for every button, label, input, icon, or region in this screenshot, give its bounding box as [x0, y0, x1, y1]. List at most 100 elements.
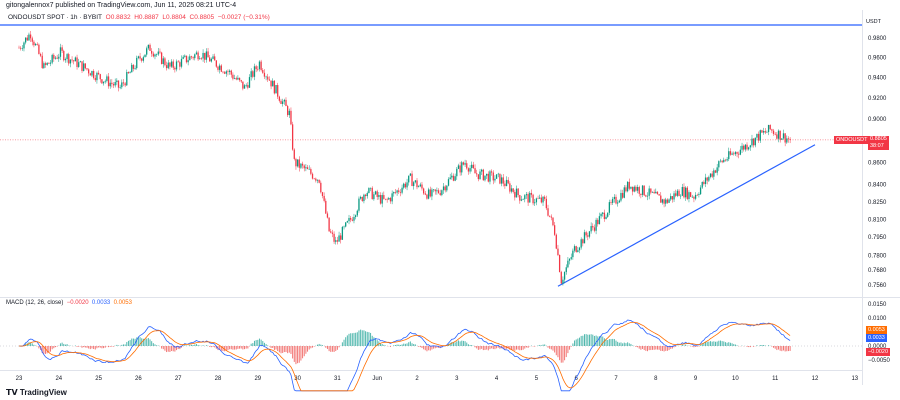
candle-body — [124, 83, 126, 86]
macd-histogram-bar — [244, 346, 246, 350]
macd-histogram-bar — [302, 346, 304, 359]
candle-body — [212, 56, 214, 59]
currency-label[interactable]: USDT — [866, 19, 881, 25]
candle-body — [268, 79, 271, 81]
macd-histogram-bar — [632, 345, 634, 346]
macd-histogram-bar — [534, 346, 536, 347]
tradingview-logo[interactable]: 𝗧𝗩 TradingView — [6, 388, 67, 397]
candle-body — [719, 160, 722, 162]
candle-body — [617, 202, 619, 204]
macd-histogram-bar — [625, 343, 627, 346]
candle-body — [767, 124, 770, 133]
candle-body — [184, 55, 186, 57]
macd-histogram-bar — [784, 346, 786, 352]
candle-body — [398, 190, 400, 193]
candle-body — [399, 192, 402, 193]
macd-histogram-bar — [607, 340, 609, 346]
macd-histogram-bar — [514, 346, 516, 351]
time-tick: 25 — [95, 376, 102, 382]
candle-body — [381, 195, 383, 204]
macd-histogram-bar — [383, 344, 385, 346]
candle-body — [588, 231, 591, 237]
candle-body — [547, 208, 549, 216]
candle-body — [593, 227, 596, 231]
candle-body — [24, 37, 27, 43]
macd-histogram-bar — [84, 346, 86, 348]
macd-histogram-bar — [184, 345, 186, 346]
candle-body — [728, 151, 730, 160]
candle-body — [217, 66, 219, 70]
candle-body — [572, 250, 574, 258]
candle-body — [305, 167, 307, 169]
candle-body — [618, 200, 620, 203]
hist-tag: −0.0020 — [866, 348, 891, 356]
macd-histogram-bar — [358, 330, 360, 346]
time-tick: 29 — [254, 376, 261, 382]
macd-histogram-bar — [310, 346, 312, 349]
candle-body — [301, 163, 304, 166]
macd-histogram-bar — [229, 346, 231, 350]
candle-body — [336, 240, 339, 242]
macd-histogram-bar — [477, 346, 479, 350]
candle-body — [431, 189, 433, 197]
macd-histogram-bar — [63, 343, 65, 346]
macd-histogram-bar — [363, 330, 365, 346]
macd-histogram-bar — [489, 346, 491, 350]
macd-histogram-bar — [399, 344, 401, 346]
macd-histogram-bar — [343, 339, 345, 346]
macd-histogram-bar — [307, 346, 309, 352]
macd-histogram-bar — [729, 342, 731, 346]
candle-body — [539, 197, 541, 199]
macd-histogram-bar — [370, 332, 372, 346]
candle-body — [18, 47, 20, 49]
candle-body — [635, 186, 637, 191]
candle-body — [558, 254, 561, 273]
candle-body — [83, 63, 85, 71]
macd-histogram-bar — [131, 338, 133, 346]
macd-title[interactable]: MACD (12, 26, close) — [6, 300, 64, 306]
candle-body — [607, 212, 609, 217]
symbol-legend: ONDOUSDT SPOT · 1h · BYBIT O0.8832 H0.88… — [8, 14, 270, 21]
macd-histogram-bar — [381, 343, 383, 346]
candle-body — [197, 52, 199, 60]
macd-histogram-bar — [524, 346, 526, 349]
candle-body — [373, 194, 375, 200]
candle-body — [749, 145, 751, 148]
macd-histogram-bar — [424, 346, 426, 351]
candle-body — [419, 184, 421, 187]
candle-body — [376, 191, 378, 197]
macd-histogram-bar — [456, 341, 458, 346]
candle-body — [393, 192, 395, 194]
macd-histogram-bar — [348, 333, 350, 346]
macd-histogram-bar — [640, 346, 642, 350]
macd-signal-value: 0.0053 — [113, 300, 132, 306]
candle-body — [273, 80, 276, 94]
macd-histogram-bar — [210, 346, 212, 348]
candle-body — [219, 65, 221, 70]
candle-body — [73, 60, 75, 62]
macd-histogram-bar — [602, 336, 604, 346]
candle-body — [313, 178, 315, 180]
candle-body — [64, 59, 67, 61]
candle-body — [359, 196, 362, 199]
candle-body — [74, 57, 77, 62]
symbol-name[interactable]: ONDOUSDT SPOT · 1h · BYBIT — [8, 14, 103, 21]
candle-body — [371, 187, 373, 200]
candle-body — [600, 213, 602, 217]
macd-histogram-bar — [753, 346, 755, 347]
macd-histogram-bar — [181, 346, 183, 348]
candle-body — [296, 159, 299, 167]
candle-body — [537, 198, 539, 200]
macd-histogram-bar — [429, 346, 431, 351]
macd-histogram-bar — [705, 341, 707, 346]
macd-histogram-bar — [409, 341, 411, 346]
candle-body — [34, 43, 37, 46]
macd-histogram-bar — [253, 340, 255, 346]
candle-body — [495, 174, 498, 179]
macd-histogram-bar — [303, 346, 305, 357]
macd-histogram-bar — [431, 346, 433, 350]
macd-histogram-bar — [647, 346, 649, 352]
candle-body — [499, 173, 501, 184]
macd-histogram-bar — [479, 346, 481, 350]
